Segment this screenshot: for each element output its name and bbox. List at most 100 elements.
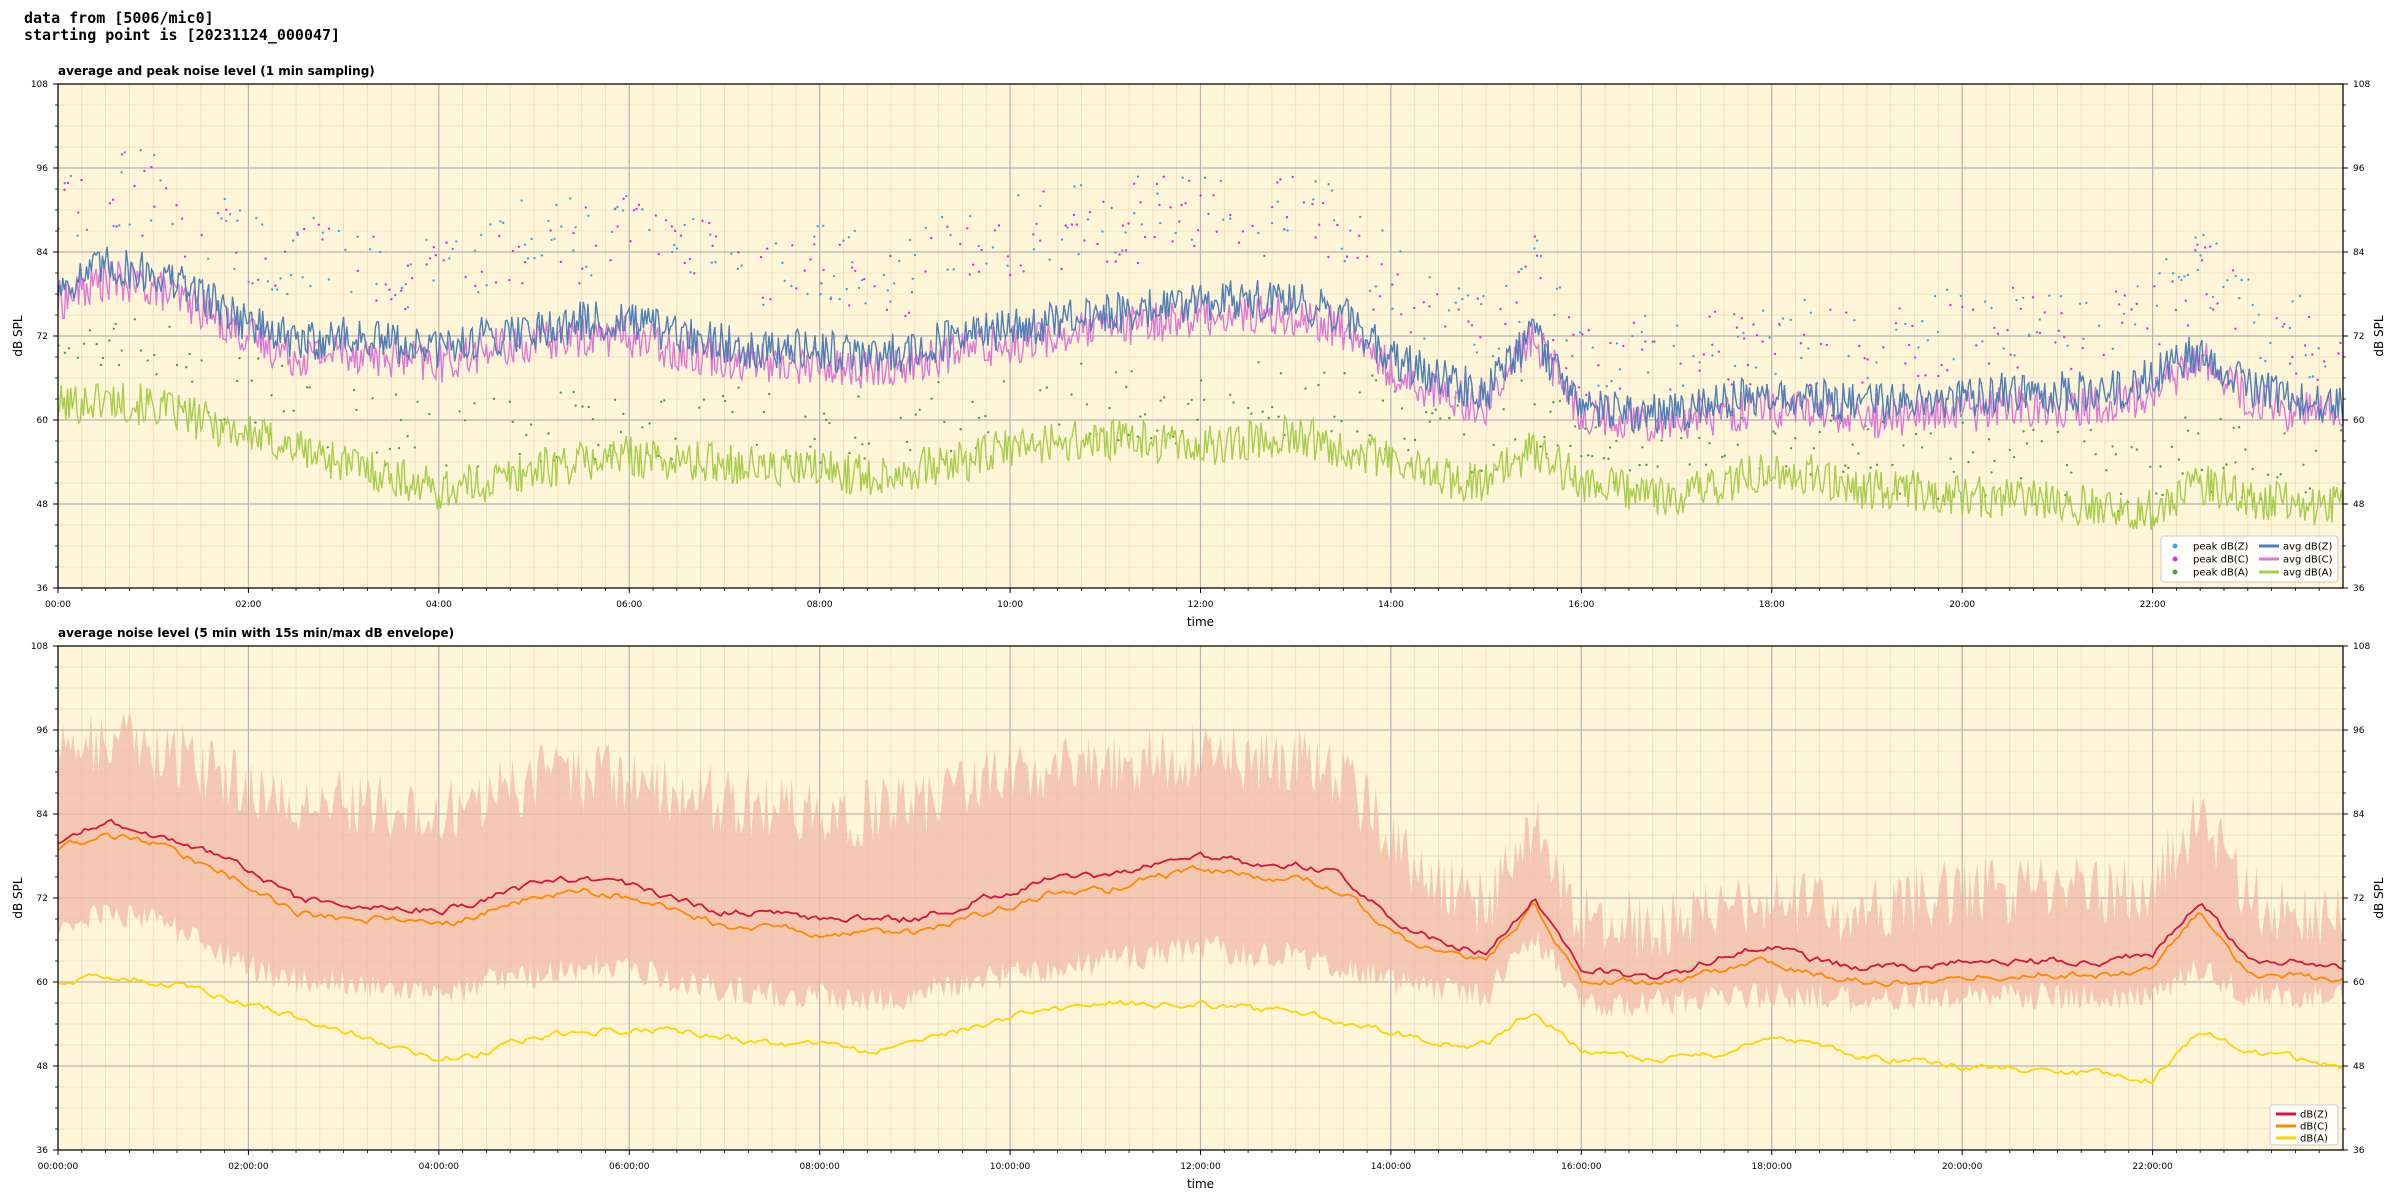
peak-z-point — [368, 248, 372, 251]
peak-z-point — [946, 268, 949, 271]
peak-z-point — [2281, 325, 2285, 328]
peak-c-point — [759, 255, 763, 259]
peak-z-point — [275, 288, 279, 291]
peak-a-point — [1270, 405, 1274, 409]
peak-c-point — [1212, 194, 1215, 197]
peak-c-point — [1861, 381, 1864, 384]
peak-z-point — [1681, 384, 1685, 387]
peak-z-point — [924, 226, 928, 230]
peak-a-point — [2040, 440, 2044, 443]
peak-a-point — [1549, 410, 1552, 413]
peak-c-point — [683, 261, 686, 265]
peak-z-point — [1875, 361, 1878, 364]
peak-c-point — [464, 275, 467, 279]
peak-a-point — [1723, 454, 1727, 457]
peak-c-point — [2102, 353, 2105, 357]
peak-a-point — [1199, 379, 1203, 382]
x-tick-label: 18:00:00 — [1752, 1162, 1793, 1172]
peak-z-point — [540, 254, 544, 257]
peak-c-point — [1457, 308, 1460, 311]
peak-z-point — [1066, 226, 1069, 229]
series-line-avgdba — [57, 382, 2344, 531]
peak-c-point — [1949, 303, 1952, 307]
x-tick-label: 04:00 — [426, 600, 452, 610]
peak-z-point — [448, 257, 451, 260]
peak-a-point — [1058, 423, 1061, 426]
peak-c-point — [1444, 325, 1447, 328]
peak-c-point — [1396, 273, 1399, 276]
peak-c-point — [2203, 246, 2207, 249]
peak-z-point — [1847, 354, 1850, 358]
peak-z-point — [572, 249, 575, 252]
series-line-dba — [57, 973, 2344, 1085]
y-tick-label: 84 — [37, 248, 49, 258]
peak-a-point — [2111, 445, 2114, 448]
peak-a-point — [1381, 399, 1385, 402]
peak-z-point — [1276, 200, 1279, 203]
peak-c-point — [1237, 241, 1241, 244]
peak-a-point — [2019, 477, 2023, 480]
legend-box — [2160, 535, 2339, 583]
series-line-dbc — [57, 832, 2344, 988]
peak-c-point — [904, 314, 907, 318]
series-lines — [57, 246, 2344, 531]
peak-a-point — [133, 318, 136, 321]
peak-c-point — [679, 234, 683, 237]
peak-z-point — [2038, 318, 2042, 321]
peak-c-point — [216, 211, 220, 215]
peak-a-point — [1228, 393, 1232, 396]
peak-c-point — [572, 231, 575, 235]
peak-c-point — [235, 251, 238, 254]
x-tick-label: 08:00:00 — [799, 1162, 840, 1172]
peak-z-point — [2111, 347, 2114, 350]
peak-a-point — [899, 416, 902, 420]
peak-z-point — [1133, 212, 1136, 215]
y-tick-label: 96 — [37, 164, 49, 174]
peak-z-point — [379, 250, 382, 254]
peak-z-point — [829, 296, 833, 299]
peak-z-point — [1181, 176, 1184, 179]
peak-z-point — [1984, 300, 1987, 303]
legend: dB(Z)dB(C)dB(A) — [2269, 1104, 2339, 1146]
peak-z-point — [1374, 285, 1378, 288]
peak-a-point — [574, 404, 577, 407]
peak-a-point — [1117, 439, 1120, 442]
peak-z-point — [1077, 253, 1080, 256]
peak-a-point — [1358, 391, 1361, 394]
peak-z-point — [1959, 294, 1963, 298]
peak-a-point — [1333, 415, 1336, 418]
peak-z-point — [1533, 247, 1536, 250]
peak-a-point — [1250, 412, 1253, 415]
peak-c-point — [1755, 334, 1759, 337]
peak-c-point — [1365, 255, 1369, 258]
peak-a-point — [828, 421, 831, 425]
peak-c-point — [1263, 254, 1266, 258]
peak-a-point — [2244, 448, 2247, 451]
peak-c-point — [885, 308, 889, 311]
peak-a-point — [622, 412, 625, 416]
peak-a-point — [2119, 492, 2123, 495]
peak-c-point — [1139, 201, 1142, 204]
start-point-line: starting point is [20231124_000047] — [24, 26, 341, 44]
peak-z-point — [2186, 273, 2190, 277]
peak-z-point — [1904, 322, 1907, 326]
peak-c-point — [80, 178, 83, 182]
peak-c-point — [1740, 317, 1744, 320]
peak-a-point — [2181, 472, 2184, 475]
y-tick-label-right: 96 — [2353, 726, 2365, 736]
peak-z-point — [271, 288, 274, 291]
peak-c-point — [1808, 383, 1812, 387]
peak-z-point — [1945, 288, 1949, 291]
peak-a-point — [2159, 465, 2162, 468]
peak-c-point — [609, 259, 612, 262]
peak-z-point — [2078, 302, 2082, 305]
peak-z-point — [2222, 285, 2225, 289]
peak-c-point — [2209, 245, 2212, 248]
peak-c-point — [1609, 341, 1612, 345]
peak-c-point — [1241, 230, 1245, 233]
peak-c-point — [1207, 212, 1210, 216]
peak-c-point — [2130, 308, 2133, 311]
peak-z-point — [1505, 284, 1508, 288]
peak-c-point — [657, 252, 660, 256]
